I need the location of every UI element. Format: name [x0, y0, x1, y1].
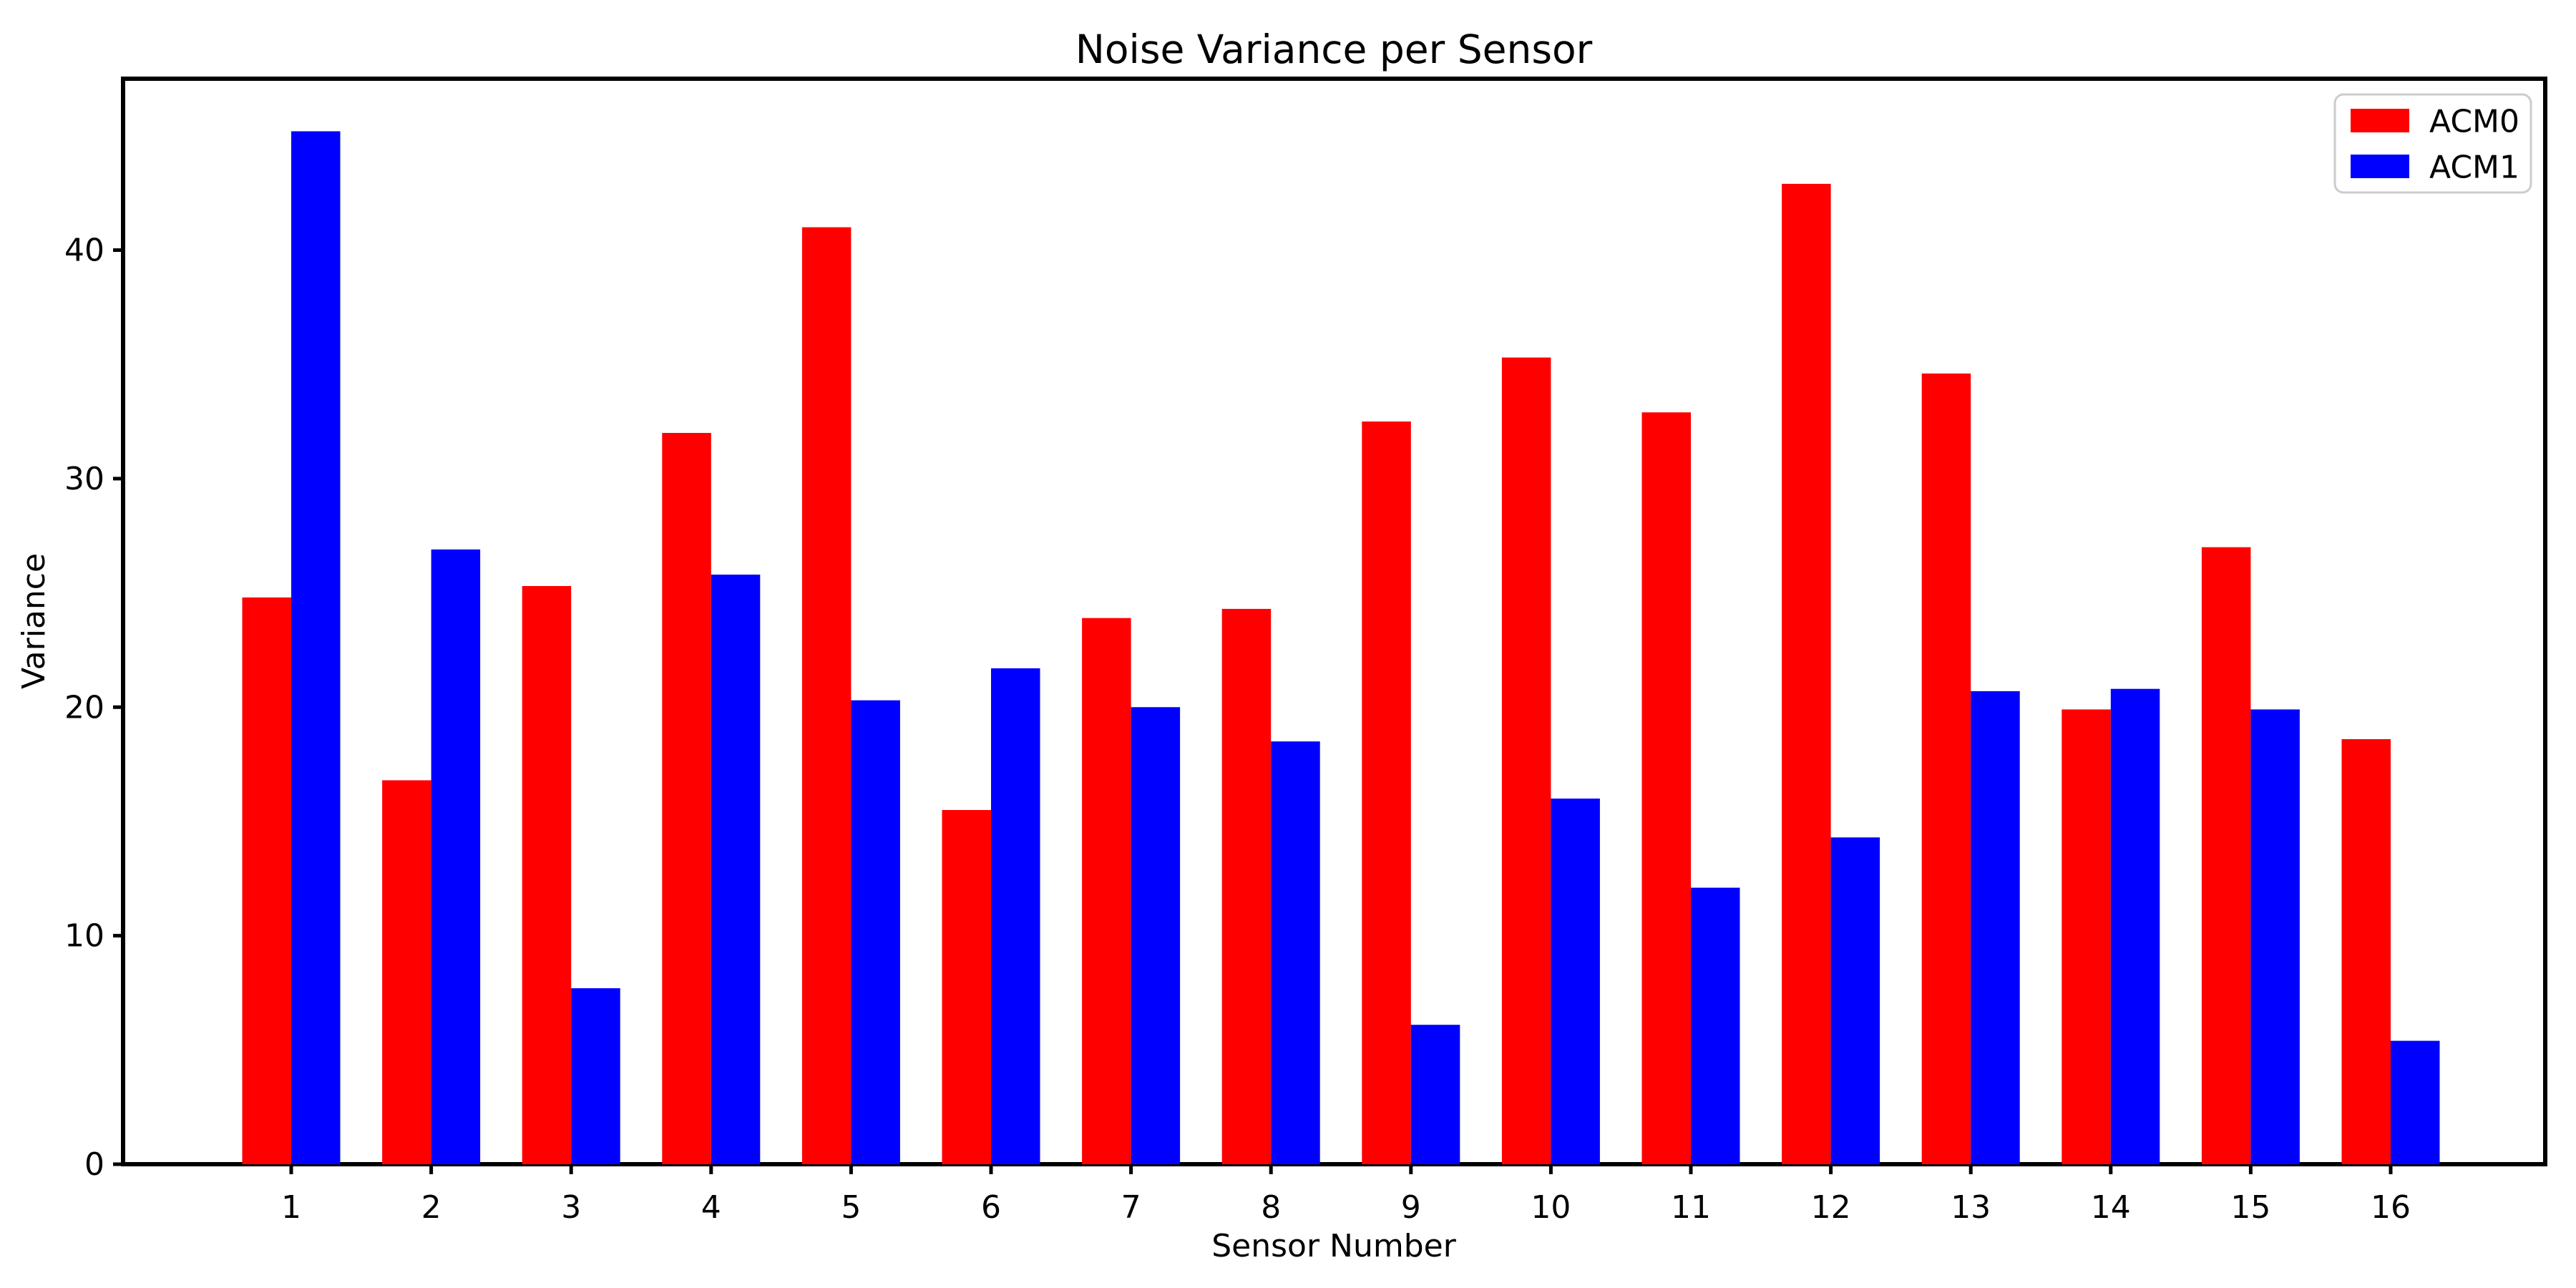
bar-acm1-sensor-16: [2391, 1040, 2440, 1164]
x-tick-label: 12: [1811, 1189, 1851, 1226]
bar-acm1-sensor-8: [1271, 741, 1320, 1164]
bar-acm0-sensor-3: [522, 585, 572, 1164]
x-tick-label: 8: [1261, 1189, 1281, 1226]
bar-acm1-sensor-11: [1691, 887, 1740, 1164]
bar-acm0-sensor-7: [1082, 618, 1131, 1164]
bar-acm1-sensor-4: [711, 575, 761, 1164]
x-tick-label: 5: [841, 1189, 861, 1226]
plot-area: [121, 77, 2547, 1166]
bar-acm1-sensor-2: [431, 549, 481, 1164]
chart-title: Noise Variance per Sensor: [1075, 26, 1593, 72]
x-tick-label: 6: [981, 1189, 1001, 1226]
bar-acm1-sensor-7: [1131, 707, 1181, 1164]
x-tick-label: 16: [2371, 1189, 2411, 1226]
x-tick-label: 2: [421, 1189, 441, 1226]
legend-label-acm1: ACM1: [2429, 150, 2519, 186]
x-tick-label: 3: [561, 1189, 581, 1226]
bar-acm0-sensor-4: [662, 433, 711, 1164]
x-tick-label: 11: [1671, 1189, 1711, 1226]
bar-acm1-sensor-6: [991, 668, 1040, 1164]
x-tick-label: 7: [1121, 1189, 1141, 1226]
y-tick-label: 20: [64, 689, 104, 726]
bar-acm0-sensor-6: [942, 809, 991, 1164]
bar-acm1-sensor-14: [2110, 688, 2160, 1164]
bar-acm1-sensor-3: [571, 988, 620, 1164]
bar-acm1-sensor-12: [1830, 837, 1880, 1164]
bar-acm0-sensor-16: [2341, 738, 2391, 1164]
bar-acm0-sensor-8: [1221, 608, 1272, 1164]
legend-label-acm0: ACM0: [2429, 104, 2519, 140]
bars-layer: [242, 131, 2440, 1165]
legend-swatch-acm1: [2351, 155, 2409, 178]
x-tick-label: 4: [701, 1189, 721, 1226]
y-tick-label: 40: [64, 233, 104, 269]
bar-acm0-sensor-14: [2062, 709, 2111, 1164]
x-tick-label: 10: [1531, 1189, 1571, 1226]
bar-acm0-sensor-10: [1501, 357, 1551, 1164]
bar-acm0-sensor-15: [2201, 547, 2251, 1164]
x-tick-label: 14: [2091, 1189, 2131, 1226]
y-tick-label: 30: [64, 461, 104, 497]
bar-acm0-sensor-5: [801, 227, 852, 1164]
bar-acm0-sensor-1: [242, 597, 291, 1164]
bar-acm0-sensor-13: [1921, 373, 1971, 1164]
bar-acm0-sensor-12: [1782, 183, 1831, 1165]
bar-acm1-sensor-15: [2250, 709, 2300, 1164]
x-tick-label: 15: [2230, 1189, 2270, 1226]
bar-acm1-sensor-13: [1971, 691, 2020, 1164]
x-tick-label: 13: [1951, 1189, 1991, 1226]
legend-swatch-acm0: [2351, 109, 2409, 132]
x-axis-label: Sensor Number: [1211, 1228, 1456, 1264]
bar-acm1-sensor-10: [1551, 799, 1600, 1164]
legend: ACM0 ACM1: [2333, 93, 2532, 194]
bar-acm1-sensor-9: [1410, 1025, 1460, 1164]
y-tick-label: 10: [64, 918, 104, 955]
x-tick-label: 1: [281, 1189, 301, 1226]
bar-acm0-sensor-9: [1362, 421, 1411, 1164]
bar-acm0-sensor-11: [1641, 412, 1691, 1165]
bar-acm1-sensor-5: [851, 700, 900, 1164]
x-tick-label: 9: [1401, 1189, 1421, 1226]
bar-acm1-sensor-1: [291, 131, 341, 1165]
y-tick-label: 0: [84, 1146, 104, 1183]
y-axis-label: Variance: [16, 553, 52, 689]
bar-acm0-sensor-2: [382, 780, 431, 1164]
